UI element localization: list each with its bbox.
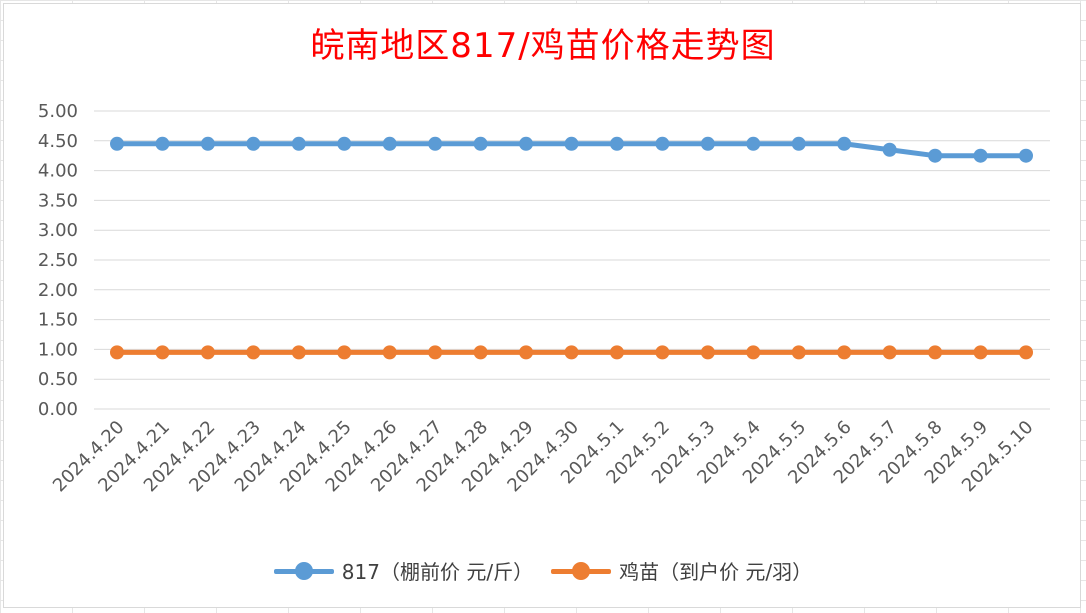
series-0-point[interactable] bbox=[155, 136, 170, 151]
legend-item-chick[interactable]: 鸡苗（到户价 元/羽） bbox=[551, 556, 812, 585]
series-0-point[interactable] bbox=[928, 148, 943, 163]
legend-item-817[interactable]: 817（棚前价 元/斤） bbox=[273, 556, 534, 585]
series-1-point[interactable] bbox=[155, 345, 170, 360]
series-1-point[interactable] bbox=[837, 345, 852, 360]
series-layer bbox=[110, 136, 1033, 360]
series-1-point[interactable] bbox=[655, 345, 670, 360]
y-tick-label: 0.00 bbox=[38, 399, 78, 420]
series-0-point[interactable] bbox=[700, 136, 715, 151]
series-1-point[interactable] bbox=[428, 345, 443, 360]
y-axis-ticks: 0.00 0.50 1.00 1.50 2.00 2.50 3.00 3.50 4.00 4.50… bbox=[38, 101, 78, 420]
series-1-point[interactable] bbox=[1019, 345, 1033, 360]
series-0-point[interactable] bbox=[837, 136, 852, 151]
series-0-point[interactable] bbox=[973, 148, 988, 163]
series-1-point[interactable] bbox=[746, 345, 761, 360]
series-1-point[interactable] bbox=[291, 345, 306, 360]
y-tick-label: 2.50 bbox=[38, 250, 78, 271]
series-0-point[interactable] bbox=[1019, 148, 1033, 163]
x-axis-ticks: 2024.4.202024.4.212024.4.222024.4.232024… bbox=[49, 417, 1038, 497]
series-1-point[interactable] bbox=[609, 345, 624, 360]
y-tick-label: 5.00 bbox=[38, 101, 78, 122]
series-1-point[interactable] bbox=[246, 345, 261, 360]
series-0-point[interactable] bbox=[200, 136, 215, 151]
chart-title: 皖南地区817/鸡苗价格走势图 bbox=[310, 26, 776, 66]
series-1-point[interactable] bbox=[337, 345, 352, 360]
series-1-point[interactable] bbox=[700, 345, 715, 360]
series-0-point[interactable] bbox=[473, 136, 488, 151]
series-0-point[interactable] bbox=[882, 142, 897, 157]
series-0-point[interactable] bbox=[382, 136, 397, 151]
series-0-point[interactable] bbox=[110, 136, 124, 151]
series-0-point[interactable] bbox=[564, 136, 579, 151]
series-0-point[interactable] bbox=[609, 136, 624, 151]
y-tick-label: 3.00 bbox=[38, 220, 78, 241]
y-tick-label: 4.50 bbox=[38, 131, 78, 152]
chart-area[interactable] bbox=[3, 3, 1081, 608]
legend-marker-817 bbox=[273, 560, 334, 582]
series-0-point[interactable] bbox=[246, 136, 261, 151]
series-1-point[interactable] bbox=[973, 345, 988, 360]
y-tick-label: 1.00 bbox=[38, 339, 78, 360]
y-tick-label: 1.50 bbox=[38, 310, 78, 331]
series-1-point[interactable] bbox=[519, 345, 534, 360]
series-0-point[interactable] bbox=[428, 136, 443, 151]
y-tick-label: 3.50 bbox=[38, 190, 78, 211]
series-1-point[interactable] bbox=[928, 345, 943, 360]
legend-label-chick: 鸡苗（到户价 元/羽） bbox=[619, 560, 813, 584]
series-1-point[interactable] bbox=[382, 345, 397, 360]
gridlines bbox=[94, 110, 1050, 410]
legend-marker-chick bbox=[551, 560, 612, 582]
series-1-point[interactable] bbox=[473, 345, 488, 360]
series-0-point[interactable] bbox=[746, 136, 761, 151]
series-0-point[interactable] bbox=[791, 136, 806, 151]
series-1-point[interactable] bbox=[882, 345, 897, 360]
series-1-point[interactable] bbox=[564, 345, 579, 360]
legend: 817（棚前价 元/斤） 鸡苗（到户价 元/羽） bbox=[0, 556, 1086, 585]
series-1-point[interactable] bbox=[110, 345, 124, 360]
series-1-point[interactable] bbox=[200, 345, 215, 360]
series-0-point[interactable] bbox=[655, 136, 670, 151]
series-0-point[interactable] bbox=[519, 136, 534, 151]
legend-label-817: 817（棚前价 元/斤） bbox=[341, 560, 534, 584]
series-0-point[interactable] bbox=[337, 136, 352, 151]
series-0-point[interactable] bbox=[291, 136, 306, 151]
y-tick-label: 4.00 bbox=[38, 161, 78, 182]
y-tick-label: 2.00 bbox=[38, 280, 78, 301]
y-tick-label: 0.50 bbox=[38, 369, 78, 390]
series-1-point[interactable] bbox=[791, 345, 806, 360]
